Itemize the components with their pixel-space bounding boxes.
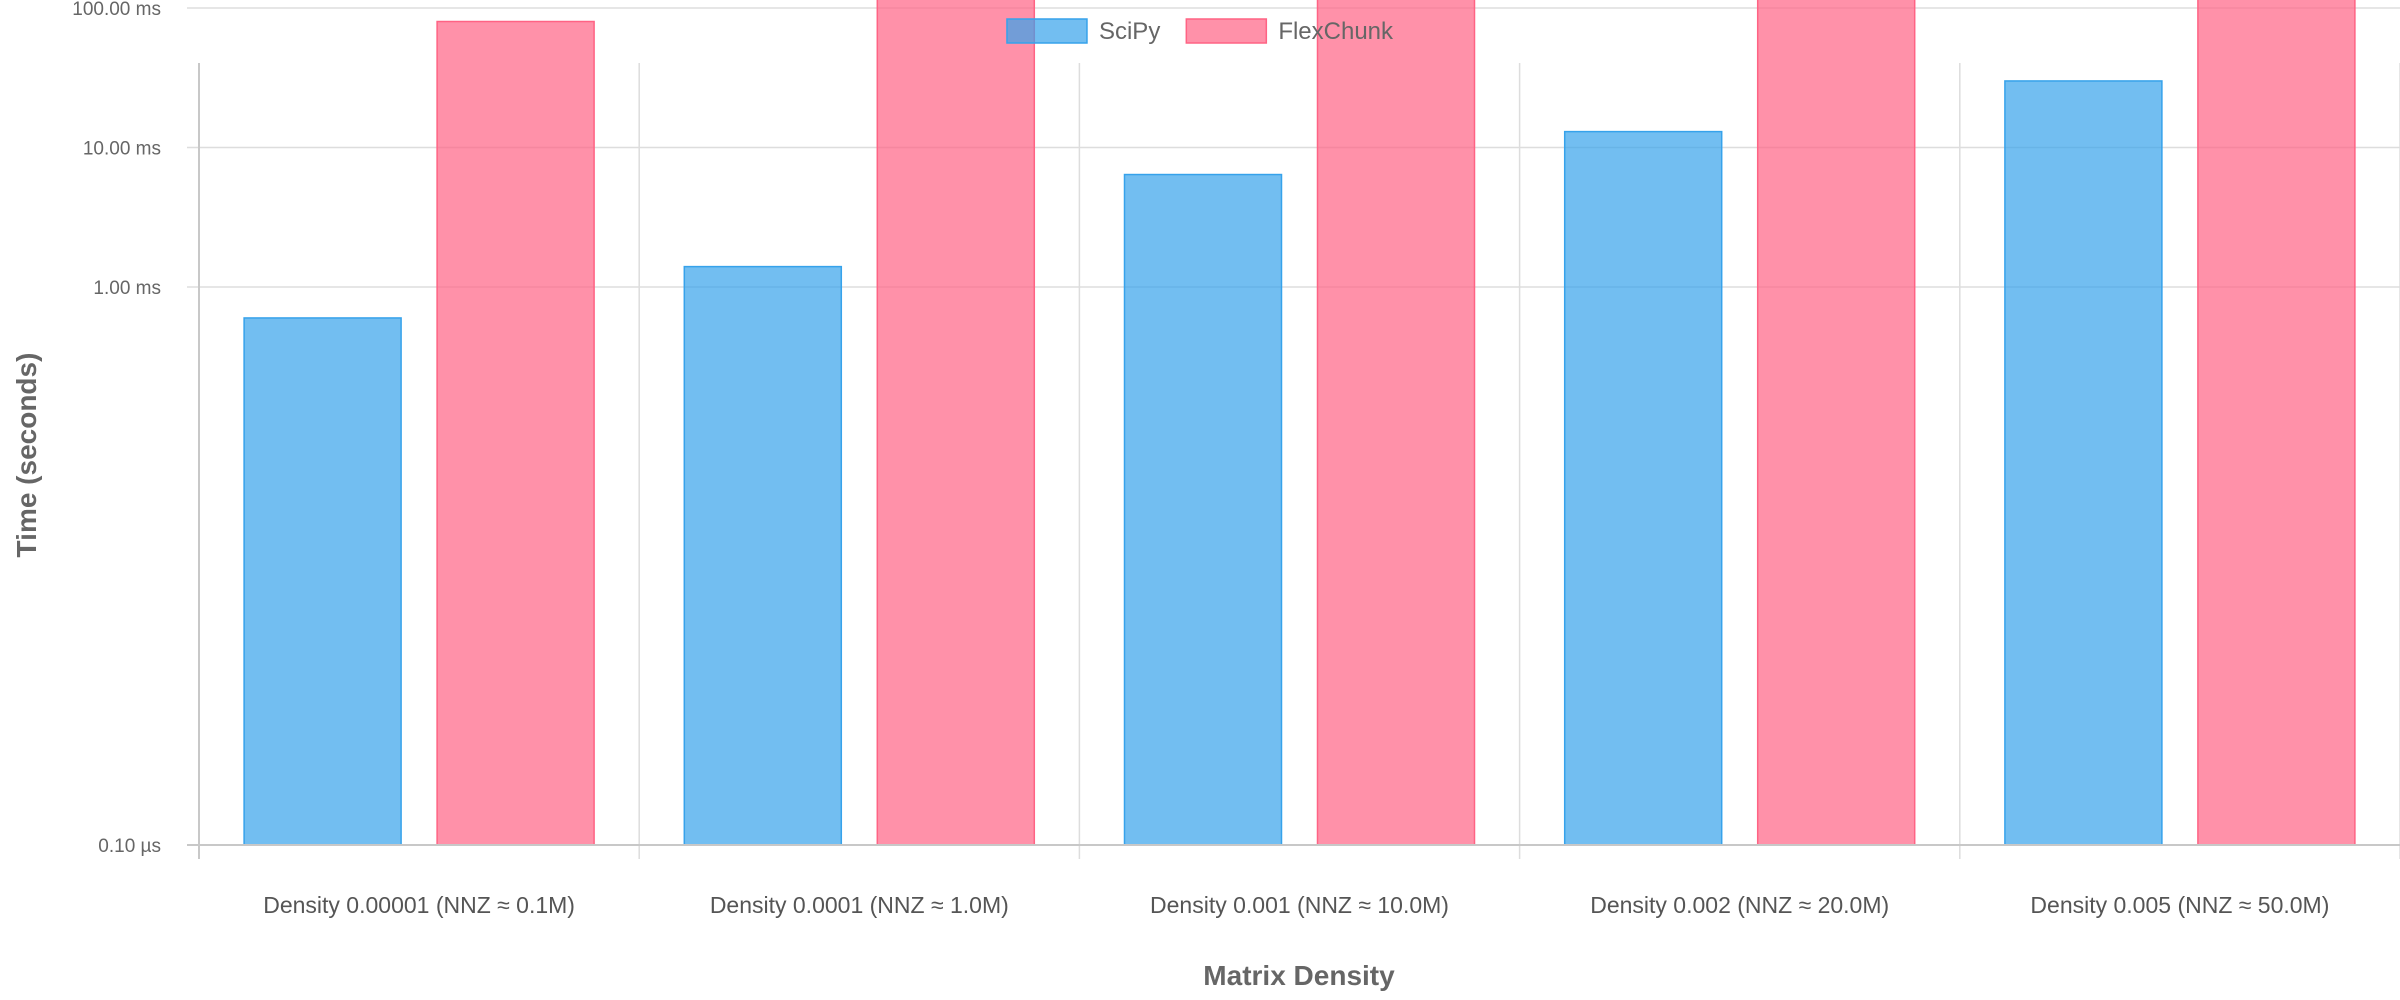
legend-label: SciPy: [1099, 18, 1160, 45]
x-category-label: Density 0.0001 (NNZ ≈ 1.0M): [710, 892, 1009, 918]
x-axis-title: Matrix Density: [1203, 960, 1395, 991]
bar-flexchunk-3[interactable]: [1756, 0, 1916, 846]
y-tick-label: 1.00 ms: [93, 278, 161, 299]
x-category-label: Density 0.002 (NNZ ≈ 20.0M): [1590, 892, 1889, 918]
legend-item-scipy[interactable]: SciPy: [1006, 18, 1160, 45]
bar-scipy-1[interactable]: [683, 265, 843, 846]
axes: [187, 63, 2400, 859]
y-axis-title: Time (seconds): [11, 353, 42, 558]
bar-scipy-0[interactable]: [243, 317, 402, 846]
legend-label: FlexChunk: [1278, 18, 1394, 45]
bar-flexchunk-0[interactable]: [436, 20, 595, 846]
legend-item-flexchunk[interactable]: FlexChunk: [1185, 18, 1394, 45]
legend-swatch: [1006, 18, 1088, 44]
bar-flexchunk-2[interactable]: [1316, 0, 1476, 846]
bars: [243, 0, 2356, 846]
bar-scipy-4[interactable]: [2004, 80, 2163, 846]
legend[interactable]: SciPy FlexChunk: [1006, 18, 1394, 45]
y-tick-label: 10.00 ms: [83, 139, 161, 160]
x-category-labels: Density 0.00001 (NNZ ≈ 0.1M) Density 0.00…: [263, 892, 2329, 918]
bar-flexchunk-4[interactable]: [2197, 0, 2356, 846]
bar-scipy-2[interactable]: [1123, 173, 1283, 846]
bar-scipy-3[interactable]: [1563, 130, 1723, 846]
x-category-label: Density 0.005 (NNZ ≈ 50.0M): [2030, 892, 2329, 918]
x-category-label: Density 0.001 (NNZ ≈ 10.0M): [1150, 892, 1449, 918]
x-category-label: Density 0.00001 (NNZ ≈ 0.1M): [263, 892, 575, 918]
y-tick-label: 0.10 µs: [98, 836, 161, 857]
bar-flexchunk-1[interactable]: [876, 0, 1036, 846]
legend-swatch: [1185, 18, 1268, 44]
y-tick-label: 100.00 ms: [72, 0, 161, 20]
